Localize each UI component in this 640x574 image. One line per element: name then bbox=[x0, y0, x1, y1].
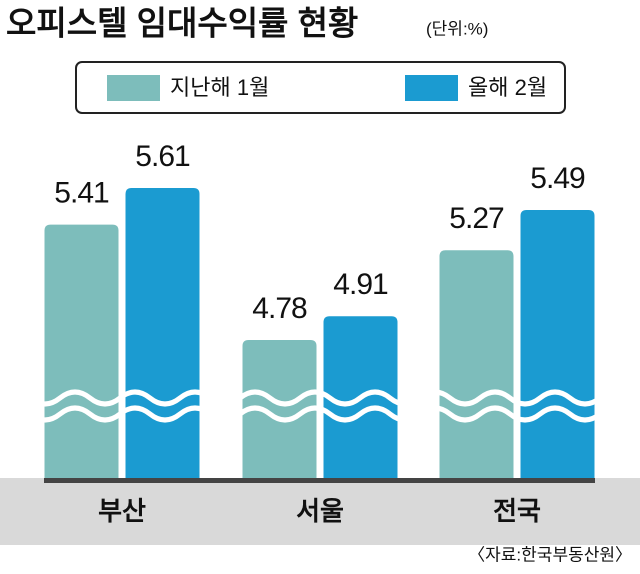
axis-break bbox=[0, 405, 640, 423]
chart-title: 오피스텔 임대수익률 현황 bbox=[6, 5, 358, 42]
bar bbox=[44, 224, 119, 478]
bar bbox=[439, 250, 514, 478]
legend-label: 올해 2월 bbox=[468, 75, 547, 100]
value-label: 5.27 bbox=[449, 202, 504, 235]
x-tick-label: 서울 bbox=[296, 496, 344, 526]
legend-swatch bbox=[107, 75, 160, 101]
bar bbox=[520, 209, 595, 479]
value-label: 4.91 bbox=[333, 268, 388, 301]
legend-label: 지난해 1월 bbox=[170, 75, 269, 100]
unit-note: (단위:%) bbox=[426, 19, 488, 38]
value-label: 5.41 bbox=[54, 177, 109, 210]
axis-break bbox=[0, 389, 640, 407]
value-label: 4.78 bbox=[252, 292, 307, 325]
legend-swatch bbox=[405, 75, 458, 101]
x-tick-label: 부산 bbox=[98, 496, 146, 526]
bar bbox=[242, 340, 317, 478]
x-tick-label: 전국 bbox=[493, 496, 541, 526]
value-label: 5.49 bbox=[530, 162, 585, 195]
baseline bbox=[44, 478, 595, 483]
bar bbox=[125, 188, 200, 478]
value-label: 5.61 bbox=[135, 140, 190, 173]
source: 〈자료:한국부동산원〉 bbox=[468, 545, 632, 564]
axis-band bbox=[0, 478, 640, 545]
